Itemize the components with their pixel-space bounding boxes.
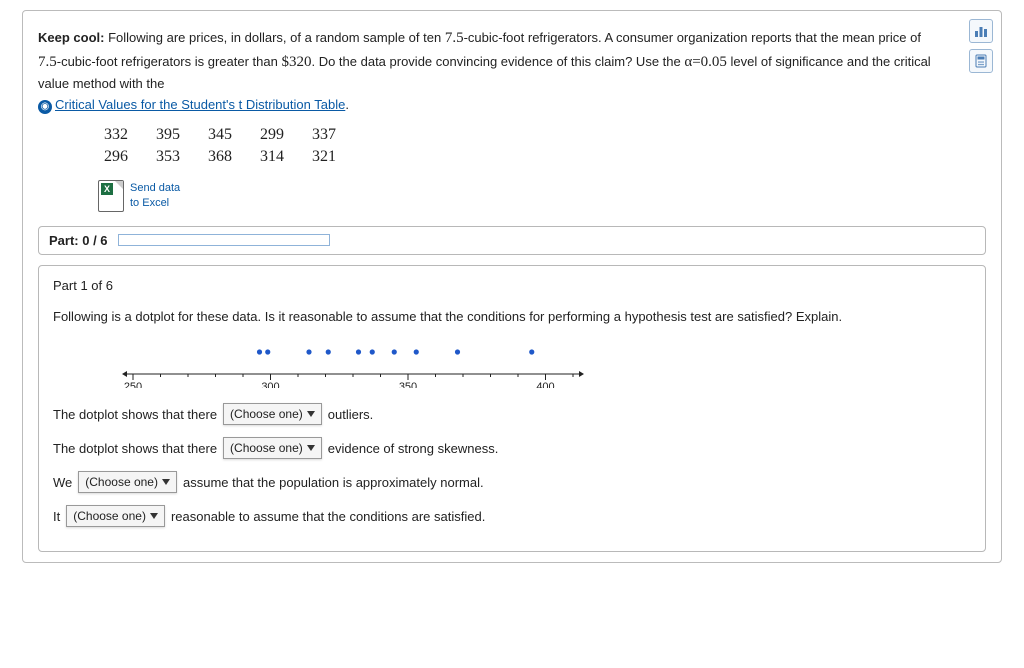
dropdown-assume[interactable]: (Choose one) — [78, 471, 177, 493]
table-cell: 395 — [150, 124, 202, 146]
calculator-icon[interactable] — [969, 49, 993, 73]
answer-line-assume: We (Choose one) assume that the populati… — [53, 471, 971, 493]
excel-line2: to Excel — [130, 197, 169, 209]
dropdown-outliers[interactable]: (Choose one) — [223, 403, 322, 425]
alpha-label: α= — [684, 54, 700, 70]
progress-label: Part: 0 / 6 — [49, 233, 108, 248]
link-dot: . — [345, 97, 349, 112]
part-progress-header: Part: 0 / 6 — [38, 226, 986, 255]
table-cell: 368 — [202, 146, 254, 168]
alpha-value: 0.05 — [701, 54, 727, 70]
table-cell: 299 — [254, 124, 306, 146]
dropdown-label: (Choose one) — [73, 509, 146, 523]
table-cell: 296 — [98, 146, 150, 168]
table-cell: 337 — [306, 124, 358, 146]
send-to-excel[interactable]: Send data to Excel — [98, 180, 986, 212]
progress-bar — [118, 234, 330, 246]
dropdown-label: (Choose one) — [230, 441, 303, 455]
side-toolbar — [969, 19, 993, 73]
svg-text:300: 300 — [261, 381, 279, 388]
value-7-5b: 7.5 — [38, 54, 57, 70]
answer-line-outliers: The dotplot shows that there (Choose one… — [53, 403, 971, 425]
problem-statement: Keep cool: Following are prices, in doll… — [38, 26, 986, 116]
chevron-down-icon — [307, 411, 315, 417]
dropdown-reasonable[interactable]: (Choose one) — [66, 505, 165, 527]
dotplot-chart: 250 300 350 400 — [113, 338, 971, 391]
table-row: 332395345299337 — [98, 124, 358, 146]
answer-text: reasonable to assume that the conditions… — [171, 509, 485, 524]
chevron-down-icon — [150, 513, 158, 519]
excel-line1: Send data — [130, 182, 180, 194]
dropdown-label: (Choose one) — [230, 407, 303, 421]
svg-text:400: 400 — [536, 381, 554, 388]
answer-line-reasonable: It (Choose one) reasonable to assume tha… — [53, 505, 971, 527]
table-cell: 332 — [98, 124, 150, 146]
answer-line-skewness: The dotplot shows that there (Choose one… — [53, 437, 971, 459]
intro-text: -cubic-foot refrigerators is greater tha… — [57, 54, 282, 69]
question-card: Keep cool: Following are prices, in doll… — [22, 10, 1002, 563]
answer-text: The dotplot shows that there — [53, 407, 217, 422]
answer-text: The dotplot shows that there — [53, 441, 217, 456]
part-1-panel: Part 1 of 6 Following is a dotplot for t… — [38, 265, 986, 553]
part-1-question: Following is a dotplot for these data. I… — [53, 307, 971, 327]
part-1-title: Part 1 of 6 — [53, 278, 971, 293]
excel-label: Send data to Excel — [130, 181, 180, 210]
intro-text: . Do the data provide convincing evidenc… — [311, 54, 684, 69]
t-table-link-text: Critical Values for the Student's t Dist… — [55, 97, 345, 112]
table-cell: 314 — [254, 146, 306, 168]
answer-text: outliers. — [328, 407, 374, 422]
answer-text: assume that the population is approximat… — [183, 475, 484, 490]
table-cell: 345 — [202, 124, 254, 146]
excel-icon — [98, 180, 124, 212]
problem-bold: Keep cool: — [38, 30, 104, 45]
dropdown-label: (Choose one) — [85, 475, 158, 489]
data-table: 332395345299337296353368314321 — [98, 124, 358, 168]
chevron-down-icon — [162, 479, 170, 485]
info-icon: ◉ — [38, 100, 52, 114]
svg-text:250: 250 — [124, 381, 142, 388]
intro-text: Following are prices, in dollars, of a r… — [104, 30, 444, 45]
t-table-link[interactable]: Critical Values for the Student's t Dist… — [55, 97, 345, 112]
table-row: 296353368314321 — [98, 146, 358, 168]
chevron-down-icon — [307, 445, 315, 451]
answer-text: We — [53, 475, 72, 490]
table-cell: 353 — [150, 146, 202, 168]
answer-text: evidence of strong skewness. — [328, 441, 499, 456]
value-7-5a: 7.5 — [445, 30, 464, 46]
table-cell: 321 — [306, 146, 358, 168]
dropdown-skewness[interactable]: (Choose one) — [223, 437, 322, 459]
bar-chart-icon[interactable] — [969, 19, 993, 43]
answer-text: It — [53, 509, 60, 524]
intro-text: -cubic-foot refrigerators. A consumer or… — [464, 30, 921, 45]
value-320: $320 — [281, 54, 311, 70]
svg-text:350: 350 — [399, 381, 417, 388]
